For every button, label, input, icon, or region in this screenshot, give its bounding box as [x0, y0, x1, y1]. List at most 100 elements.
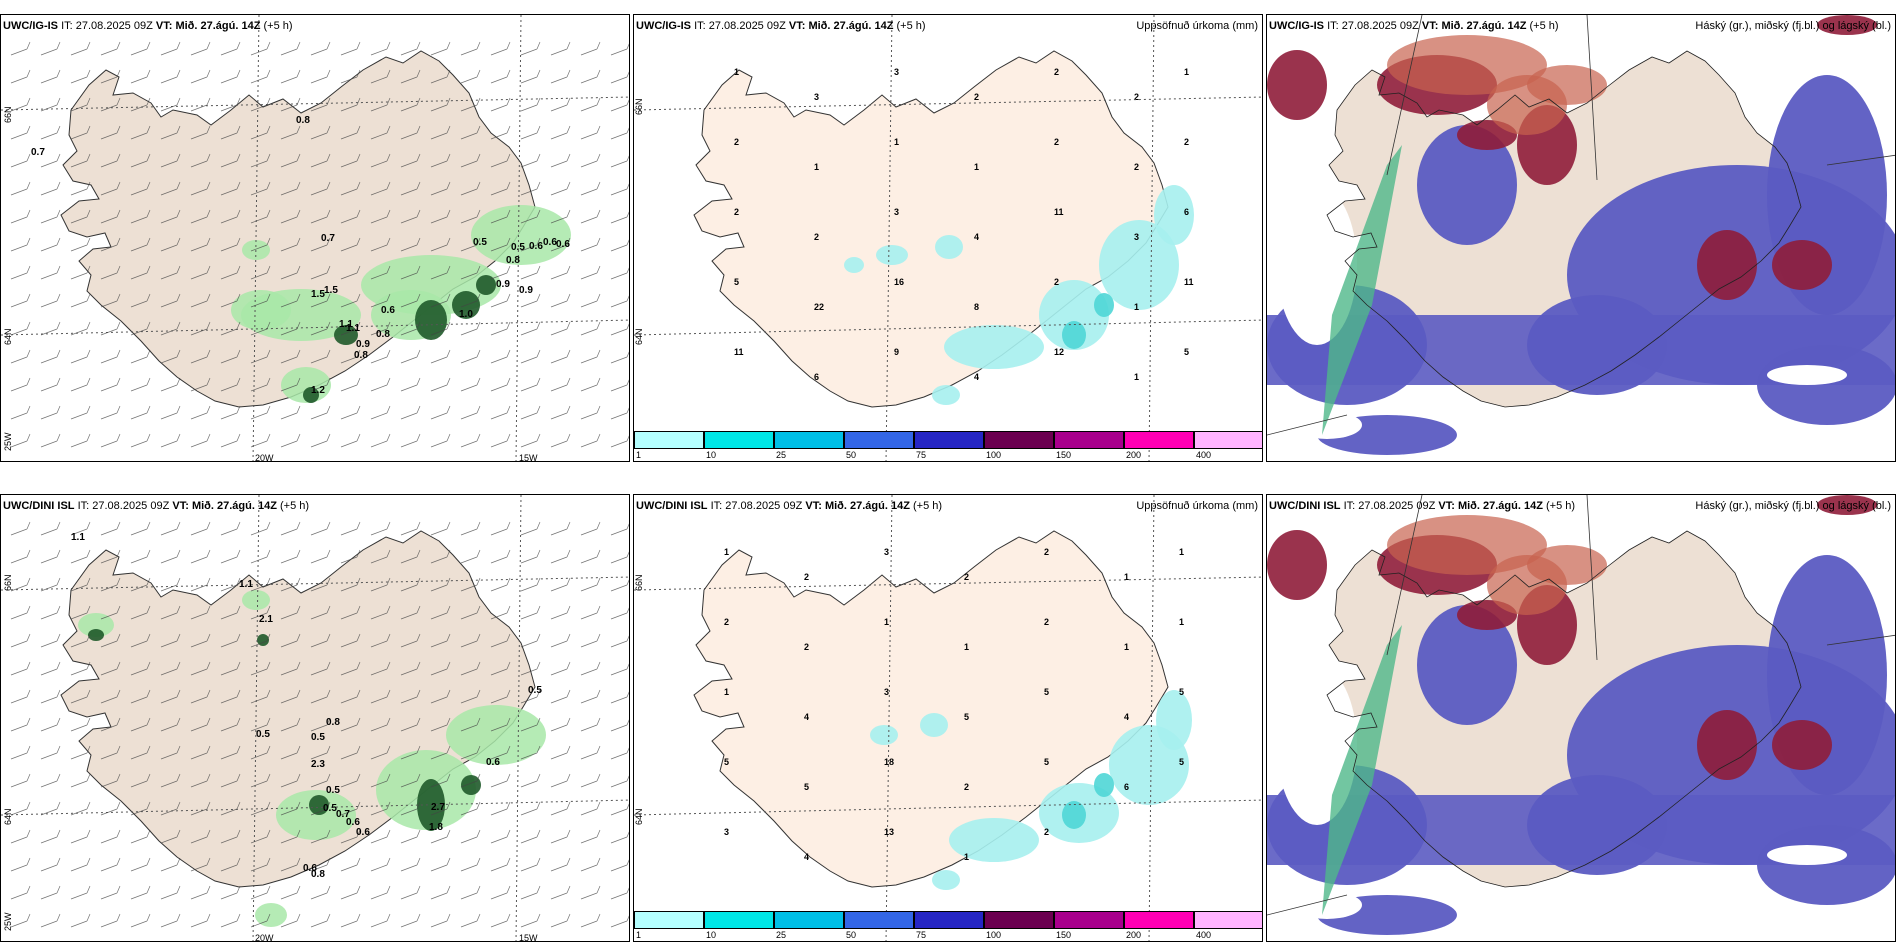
precip-area	[876, 245, 908, 265]
wind-barb	[100, 689, 121, 704]
wind-barb	[70, 689, 91, 704]
wind-barb	[280, 69, 301, 84]
wind-barb	[580, 349, 601, 364]
wind-barb	[160, 857, 181, 872]
colorbar-tick-label: 200	[1126, 930, 1142, 940]
wind-barb	[250, 745, 271, 760]
wind-barb	[130, 745, 151, 760]
wind-barb	[280, 321, 301, 336]
wind-barb	[580, 41, 601, 56]
wind-barb	[370, 521, 391, 536]
wind-barb	[10, 69, 31, 84]
wind-barb	[220, 153, 241, 168]
wind-barb	[580, 69, 601, 84]
wind-barb	[340, 773, 361, 788]
wind-barb	[250, 181, 271, 196]
precip-area	[1154, 185, 1194, 245]
heavy-rain-patch	[303, 387, 319, 403]
wind-barb	[460, 577, 481, 592]
wind-barb	[520, 857, 541, 872]
precip-value-label: 6	[814, 372, 819, 382]
wind-barb	[310, 153, 331, 168]
graticule-line	[1, 96, 629, 111]
wind-barb	[100, 885, 121, 900]
rain-value-label: 1.0	[459, 309, 473, 320]
wind-barb	[400, 349, 421, 364]
wind-barb	[100, 433, 121, 448]
wind-barb	[550, 913, 571, 928]
wind-barb	[400, 829, 421, 844]
wind-barb	[340, 97, 361, 112]
lat-label-bot: 25W	[3, 912, 13, 931]
wind-barb	[70, 857, 91, 872]
rain-value-label: 0.6	[346, 817, 360, 828]
wind-barb	[520, 349, 541, 364]
rain-value-label: 0.7	[321, 233, 335, 244]
wind-barb	[40, 633, 61, 648]
wind-barb	[520, 125, 541, 140]
wind-barb	[490, 801, 511, 816]
rain-patch	[276, 790, 356, 840]
wind-barb	[490, 605, 511, 620]
wind-barb	[610, 127, 629, 140]
wind-barb	[610, 267, 629, 280]
wind-barb	[490, 125, 511, 140]
wind-barb	[70, 913, 91, 928]
wind-barb	[250, 293, 271, 308]
wind-barb	[190, 69, 211, 84]
wind-barb	[580, 321, 601, 336]
rain-value-label: 0.8	[326, 717, 340, 728]
wind-barb	[370, 209, 391, 224]
wind-barb	[550, 829, 571, 844]
lat-label-top: 66N	[3, 574, 13, 591]
wind-barb	[310, 41, 331, 56]
precip-area	[935, 235, 963, 259]
wind-barb	[190, 181, 211, 196]
wind-barb	[460, 209, 481, 224]
wind-barb	[430, 829, 451, 844]
wind-barb	[190, 293, 211, 308]
wind-barb	[610, 295, 629, 308]
wind-barb	[190, 857, 211, 872]
wind-barb	[400, 549, 421, 564]
wind-barb	[10, 913, 31, 928]
precip-value-label: 1	[894, 137, 899, 147]
wind-barb	[460, 605, 481, 620]
rain-value-label: 1.2	[311, 385, 325, 396]
wind-barb	[250, 717, 271, 732]
panel-header: UWC/DINI ISL IT: 27.08.2025 09Z VT: Mið.…	[3, 500, 310, 512]
wind-barb	[250, 209, 271, 224]
wind-barb	[430, 97, 451, 112]
wind-barb	[430, 125, 451, 140]
heavy-rain-patch	[88, 629, 104, 641]
precip-value-label: 3	[884, 687, 889, 697]
wind-barb	[40, 577, 61, 592]
rain-value-label: 0.6	[486, 757, 500, 768]
wind-barb	[490, 857, 511, 872]
wind-barb	[100, 97, 121, 112]
wind-barb	[340, 801, 361, 816]
wind-barb	[250, 661, 271, 676]
rain-value-label: 2.1	[259, 614, 273, 625]
wind-barb	[250, 125, 271, 140]
rain-value-label: 0.6	[381, 305, 395, 316]
wind-barb	[220, 521, 241, 536]
low-cloud-area	[1417, 125, 1517, 245]
wind-barb	[220, 293, 241, 308]
wind-barb	[40, 549, 61, 564]
wind-barb	[280, 857, 301, 872]
lat-label-top: 66N	[634, 574, 644, 591]
precip-value-label: 5	[1179, 757, 1184, 767]
clear-sky-area	[1292, 411, 1362, 439]
wind-barb	[190, 97, 211, 112]
wind-barb	[400, 433, 421, 448]
wind-barb	[70, 321, 91, 336]
rain-value-label: 0.5	[256, 729, 270, 740]
wind-barb	[490, 69, 511, 84]
wind-barb	[70, 745, 91, 760]
wind-barb	[430, 717, 451, 732]
precip-map: 1332221211122222341136522168211111694121…	[634, 15, 1262, 461]
colorbar-tick-label: 400	[1196, 450, 1212, 460]
wind-barb	[160, 829, 181, 844]
rain-value-label: 0.8	[354, 350, 368, 361]
